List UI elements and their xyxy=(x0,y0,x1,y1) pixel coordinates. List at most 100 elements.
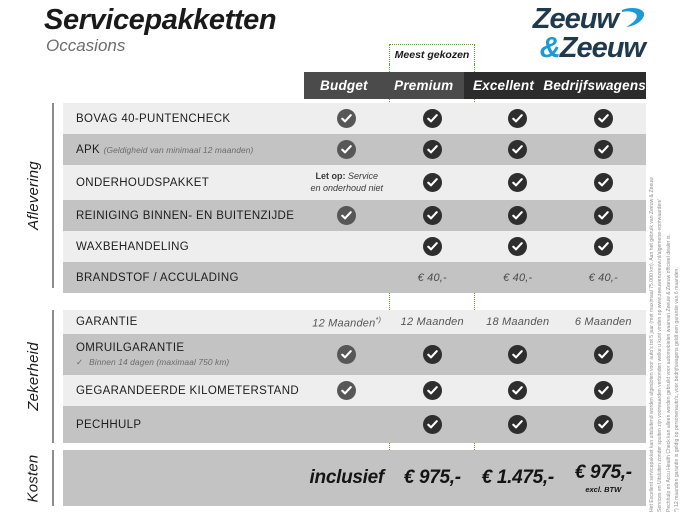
swoosh-icon xyxy=(619,6,645,35)
logo-text-top: Zeeuw xyxy=(532,3,619,35)
row-label-sub: ✓ Binnen 14 dagen (maximaal 750 km) xyxy=(76,357,230,367)
row-label: BOVAG 40-PUNTENCHECK xyxy=(63,103,304,134)
cell-duration: 12 Maanden xyxy=(389,310,475,334)
cell-note: Let op: Service en onderhoud niet xyxy=(304,165,390,200)
cell-included xyxy=(475,134,561,165)
most-chosen-badge: Meest gekozen xyxy=(389,44,475,64)
row-cells xyxy=(304,134,646,165)
check-icon xyxy=(593,345,613,364)
row-label: GARANTIE xyxy=(63,310,304,334)
row-cells xyxy=(304,103,646,134)
row-label-text: GEGARANDEERDE KILOMETERSTAND xyxy=(76,384,300,397)
check-icon xyxy=(337,140,357,159)
kosten-price: € 975,- xyxy=(574,462,632,483)
check-icon xyxy=(337,381,357,400)
check-icon xyxy=(422,381,442,400)
table-row: OMRUILGARANTIE ✓ Binnen 14 dagen (maximaal… xyxy=(63,334,646,375)
page-subtitle: Occasions xyxy=(46,36,126,56)
cell-included xyxy=(304,375,390,406)
cell-included xyxy=(475,165,561,200)
row-cells: Let op: Service en onderhoud niet xyxy=(304,165,646,200)
check-icon: ✓ xyxy=(76,357,84,367)
check-icon xyxy=(422,237,442,256)
row-label: PECHHULP xyxy=(63,406,304,443)
column-header-bedrijfswagens[interactable]: Bedrijfswagens xyxy=(543,72,646,99)
column-header-excellent[interactable]: Excellent xyxy=(463,72,544,99)
cell-note-text: Let op: Service en onderhoud niet xyxy=(310,171,384,193)
row-label: GEGARANDEERDE KILOMETERSTAND xyxy=(63,375,304,406)
cell-price: € 40,- xyxy=(475,262,561,293)
row-label-text: APK (Geldigheid van minimaal 12 maanden) xyxy=(76,143,254,156)
check-icon xyxy=(337,206,357,225)
cell-duration-text: 18 Maanden xyxy=(486,316,550,328)
cell-included xyxy=(389,165,475,200)
row-cells xyxy=(304,334,646,375)
section-label-aflevering: Aflevering xyxy=(24,161,42,230)
cell-included xyxy=(389,406,475,443)
kosten-price: inclusief xyxy=(309,467,385,488)
row-cells xyxy=(304,200,646,231)
row-label-text: PECHHULP xyxy=(76,418,142,431)
check-icon xyxy=(422,345,442,364)
row-label-text: ONDERHOUDSPAKKET xyxy=(76,176,210,189)
brand-logo: Zeeuw &Zeeuw xyxy=(532,3,646,64)
cell-empty xyxy=(304,406,390,443)
column-header-premium[interactable]: Premium xyxy=(383,72,464,99)
check-icon xyxy=(508,109,528,128)
row-label: REINIGING BINNEN- EN BUITENZIJDE xyxy=(63,200,304,231)
cell-duration-text: 12 Maanden*) xyxy=(312,314,382,330)
kosten-cells: inclusief € 975,- € 1.475,- € 975,- excl. BT… xyxy=(304,450,646,506)
table-row: ONDERHOUDSPAKKET Let op: Service en onder… xyxy=(63,165,646,200)
cell-duration-text: 6 Maanden xyxy=(574,316,632,328)
row-label: APK (Geldigheid van minimaal 12 maanden) xyxy=(63,134,304,165)
row-cells xyxy=(304,231,646,262)
cell-empty xyxy=(304,262,390,293)
cell-included xyxy=(475,406,561,443)
row-cells: 12 Maanden*) 12 Maanden 18 Maanden 6 Maande… xyxy=(304,310,646,334)
check-icon xyxy=(508,206,528,225)
cell-included xyxy=(560,134,646,165)
cell-included xyxy=(560,200,646,231)
table-row: PECHHULP xyxy=(63,406,646,443)
table-row: GARANTIE 12 Maanden*) 12 Maanden 18 Maanden… xyxy=(63,310,646,334)
cell-included xyxy=(475,200,561,231)
check-icon xyxy=(593,237,613,256)
check-icon xyxy=(422,140,442,159)
cell-included xyxy=(389,134,475,165)
check-icon xyxy=(508,140,528,159)
kosten-price: € 975,- xyxy=(403,467,461,488)
column-header-budget[interactable]: Budget xyxy=(304,72,384,99)
table-row: GEGARANDEERDE KILOMETERSTAND xyxy=(63,375,646,406)
section-label-zekerheid: Zekerheid xyxy=(24,342,42,411)
table-row: BRANDSTOF / ACCULADING € 40,- € 40,- € 40,- xyxy=(63,262,646,293)
check-icon xyxy=(593,140,613,159)
kosten-price: € 1.475,- xyxy=(481,467,555,488)
cell-price-text: € 40,- xyxy=(417,271,447,284)
section-rule-aflevering xyxy=(52,103,54,288)
logo-ampersand: & xyxy=(539,31,561,64)
cell-included xyxy=(560,165,646,200)
table-row: APK (Geldigheid van minimaal 12 maanden) xyxy=(63,134,646,165)
section-rule-kosten xyxy=(52,450,54,506)
cell-included xyxy=(475,334,561,375)
kosten-cell: € 1.475,- xyxy=(475,450,561,506)
cell-included xyxy=(475,103,561,134)
kosten-cell: € 975,- xyxy=(390,450,476,506)
row-label-text: BRANDSTOF / ACCULADING xyxy=(76,271,239,284)
cell-duration: 12 Maanden*) xyxy=(304,310,390,334)
cell-price-text: € 40,- xyxy=(588,271,618,284)
table-row: BOVAG 40-PUNTENCHECK xyxy=(63,103,646,134)
page-title: Servicepakketten xyxy=(44,4,277,36)
check-icon xyxy=(422,415,442,434)
cell-included xyxy=(560,231,646,262)
check-icon xyxy=(508,415,528,434)
cell-duration-text: 12 Maanden xyxy=(400,316,464,328)
row-label: OMRUILGARANTIE ✓ Binnen 14 dagen (maximaal… xyxy=(63,334,304,375)
cell-included xyxy=(304,134,390,165)
cell-price-text: € 40,- xyxy=(503,271,533,284)
cell-included xyxy=(560,103,646,134)
check-icon xyxy=(422,173,442,192)
check-icon xyxy=(508,237,528,256)
